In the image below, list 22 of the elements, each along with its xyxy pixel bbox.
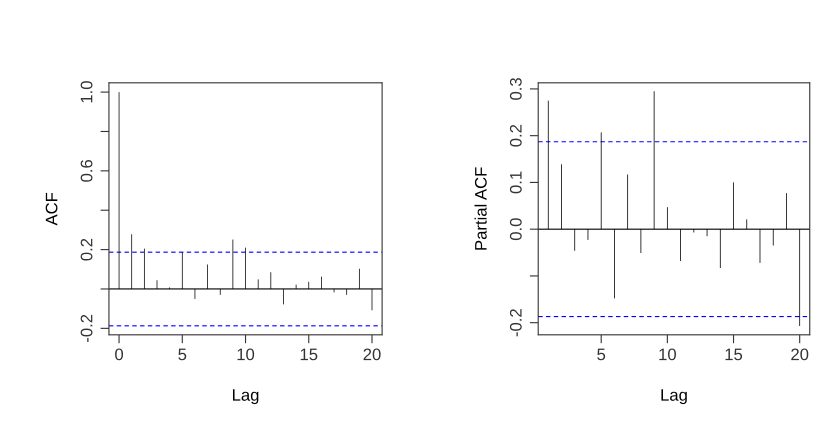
x-tick-label: 5 (597, 348, 606, 360)
x-tick-label: 15 (726, 348, 742, 360)
y-tick-label: -0.2 (510, 309, 522, 336)
x-tick-label: 10 (238, 348, 254, 360)
x-tick-label: 0 (115, 348, 124, 360)
y-axis-title: Partial ACF (474, 167, 487, 250)
x-tick-label: 15 (300, 348, 318, 360)
x-tick-label: 5 (178, 348, 186, 360)
y-axis-title: ACF (46, 192, 58, 226)
x-axis-title: Lag (661, 389, 687, 404)
y-tick-label: 0.1 (510, 172, 522, 194)
y-tick-label: 0.2 (80, 238, 92, 261)
x-axis-title: Lag (232, 389, 258, 404)
y-tick-label: 0.6 (80, 160, 92, 182)
y-tick-label: 0.0 (510, 218, 522, 240)
x-tick-label: 20 (791, 348, 808, 360)
x-tick-label: 10 (659, 348, 676, 360)
y-tick-label: -0.2 (80, 314, 92, 342)
y-tick-label: 0.2 (510, 124, 522, 147)
x-tick-label: 20 (364, 348, 381, 360)
y-tick-label: 0.3 (510, 78, 522, 100)
y-tick-label: 1.0 (80, 81, 92, 102)
